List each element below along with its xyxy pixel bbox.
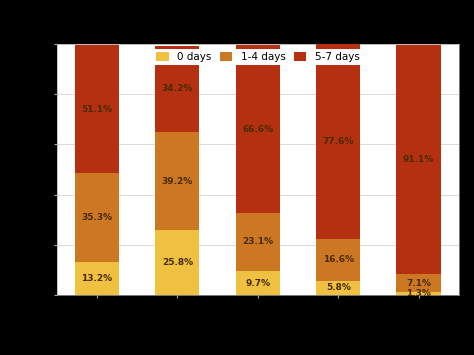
Bar: [396, 292, 441, 295]
Text: Fig 1: Fig 1: [222, 11, 252, 24]
Text: 7.1%: 7.1%: [406, 279, 431, 288]
Text: 1.3%: 1.3%: [406, 289, 431, 298]
Bar: [75, 173, 119, 262]
Text: 5.8%: 5.8%: [326, 283, 351, 293]
Text: 25.8%: 25.8%: [162, 258, 193, 267]
Legend: 0 days, 1-4 days, 5-7 days: 0 days, 1-4 days, 5-7 days: [153, 49, 363, 65]
Bar: [316, 44, 360, 239]
Bar: [236, 213, 280, 271]
Bar: [75, 45, 119, 173]
Bar: [155, 132, 200, 230]
Bar: [75, 262, 119, 295]
Text: 39.2%: 39.2%: [162, 176, 193, 186]
Text: 66.6%: 66.6%: [242, 125, 273, 133]
Bar: [396, 274, 441, 292]
Bar: [316, 280, 360, 295]
Y-axis label: Patients (%)*: Patients (%)*: [15, 133, 25, 206]
Text: 51.1%: 51.1%: [82, 105, 112, 114]
Text: 34.2%: 34.2%: [162, 84, 193, 93]
Text: 35.3%: 35.3%: [82, 213, 112, 222]
Text: 77.6%: 77.6%: [322, 137, 354, 146]
Text: 91.1%: 91.1%: [403, 155, 434, 164]
Text: 13.2%: 13.2%: [82, 274, 112, 283]
Text: 9.7%: 9.7%: [245, 279, 270, 288]
Bar: [155, 46, 200, 132]
Bar: [236, 271, 280, 295]
X-axis label: Skin symptom: Skin symptom: [213, 330, 302, 340]
Bar: [236, 45, 280, 213]
Bar: [316, 239, 360, 280]
Text: 16.6%: 16.6%: [323, 255, 354, 264]
Bar: [396, 45, 441, 274]
Text: 23.1%: 23.1%: [242, 237, 273, 246]
Bar: [155, 230, 200, 295]
